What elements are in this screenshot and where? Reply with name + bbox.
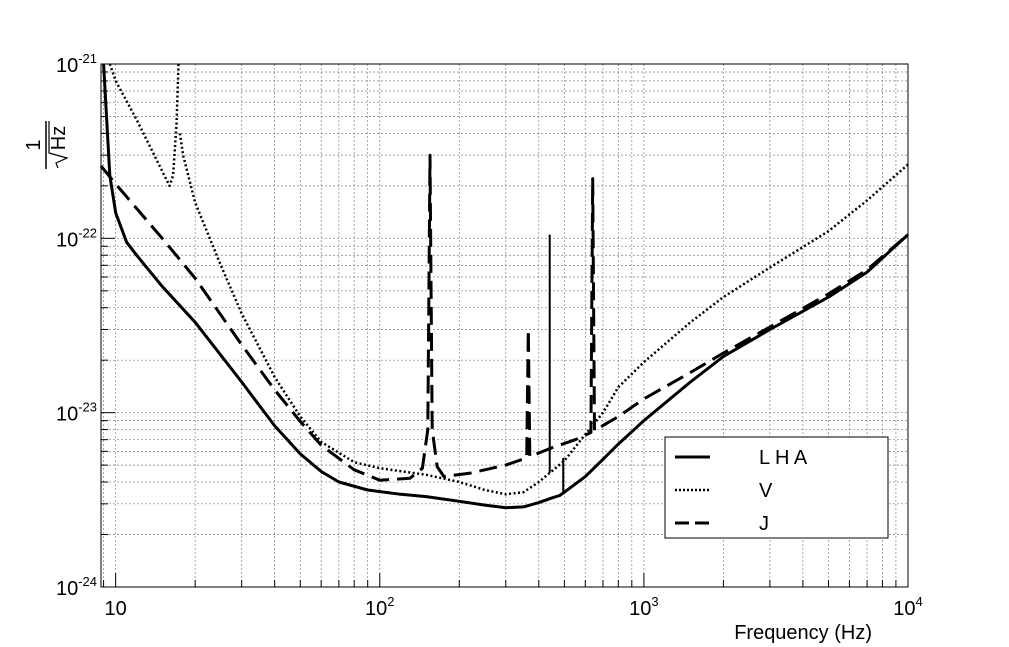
x-tick-label: 104 <box>893 594 922 620</box>
y-axis-title-numerator: 1 <box>23 139 45 150</box>
y-tick-label: 10-22 <box>56 225 97 251</box>
legend-label-2: V <box>759 480 773 502</box>
y-tick-label: 10-23 <box>56 400 97 426</box>
y-tick-label: 10-21 <box>56 51 97 77</box>
y-axis-title-denominator: Hz <box>48 126 70 150</box>
legend-label-3: J <box>759 513 769 535</box>
y-tick-labels: 10-24 10-23 10-22 10-21 <box>56 51 97 600</box>
plot-frame <box>100 63 909 588</box>
x-tick-label: 102 <box>365 594 394 620</box>
x-tick-labels: 10 102 103 104 <box>105 594 923 620</box>
x-axis-title: Frequency (Hz) <box>734 622 872 644</box>
series-line-2 <box>108 63 180 188</box>
series-line-2-segment <box>178 133 909 496</box>
legend-label-1: L H A <box>759 447 808 469</box>
y-axis-title: 1 Hz <box>23 121 70 169</box>
sqrt-sign-icon <box>48 121 69 169</box>
series-lines <box>99 63 910 510</box>
y-tick-label: 10-24 <box>56 574 97 600</box>
series-line-1 <box>102 63 910 510</box>
x-tick-label: 103 <box>629 594 658 620</box>
legend: L H A VJ <box>664 436 889 539</box>
series-line-3 <box>99 153 909 482</box>
legend-box <box>664 436 889 539</box>
x-tick-label: 10 <box>105 598 127 620</box>
axis-ticks <box>101 63 909 588</box>
